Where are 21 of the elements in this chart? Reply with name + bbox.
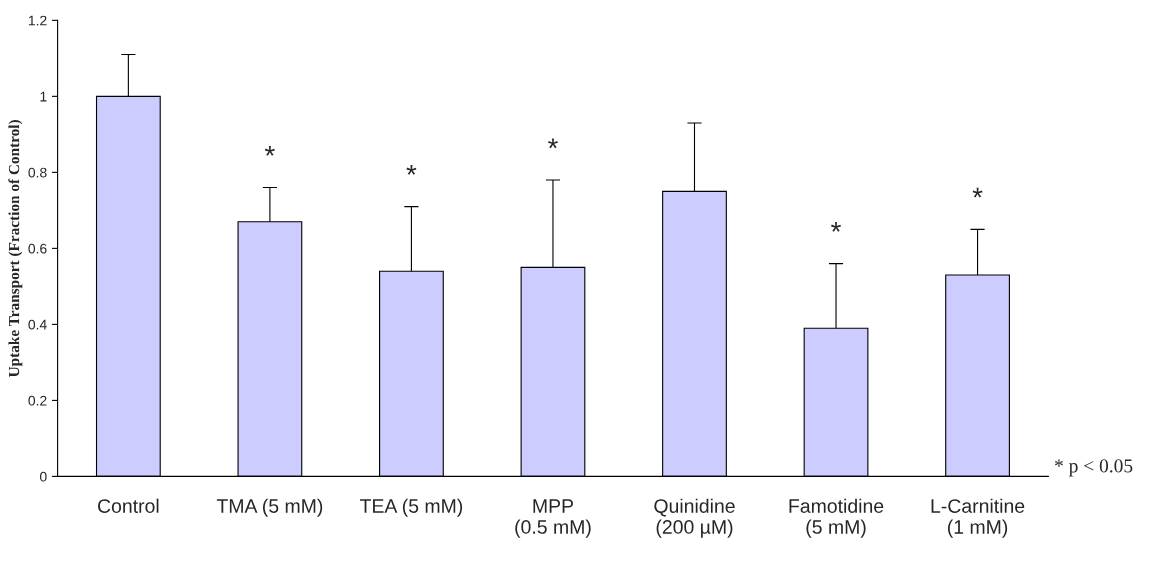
annotation: * bbox=[548, 138, 558, 149]
x-tick-label: Control bbox=[98, 498, 159, 513]
y-tick-label: 0.4 bbox=[28, 319, 47, 330]
text: * p < 0.05 bbox=[1055, 459, 1133, 477]
x-tick-label: Quinidine (200 µM) bbox=[654, 498, 735, 538]
y-axis-title: Uptake Transport (Fraction of Control) bbox=[8, 120, 23, 378]
y-tick-label: 0.8 bbox=[28, 167, 47, 178]
annotation: * bbox=[406, 165, 417, 175]
annotation: * bbox=[831, 222, 841, 232]
y-tick-label: 1 bbox=[40, 91, 47, 102]
x-tick-label: MPP (0.5 mM) bbox=[515, 499, 591, 538]
annotation: * bbox=[264, 146, 275, 156]
y-tick-label: 0.2 bbox=[28, 395, 47, 406]
y-tick-label: 0.6 bbox=[28, 243, 47, 254]
y-tick-label: 1.2 bbox=[28, 15, 47, 26]
annotation: * bbox=[972, 187, 983, 198]
x-tick-label: TEA (5 mM) bbox=[360, 498, 463, 517]
x-tick-label: Famotidine (5 mM) bbox=[789, 498, 884, 538]
y-tick-label: 0 bbox=[40, 471, 47, 482]
x-tick-label: TMA (5 mM) bbox=[216, 498, 323, 517]
x-tick-label: L-Carnitine (1 mM) bbox=[931, 498, 1025, 538]
